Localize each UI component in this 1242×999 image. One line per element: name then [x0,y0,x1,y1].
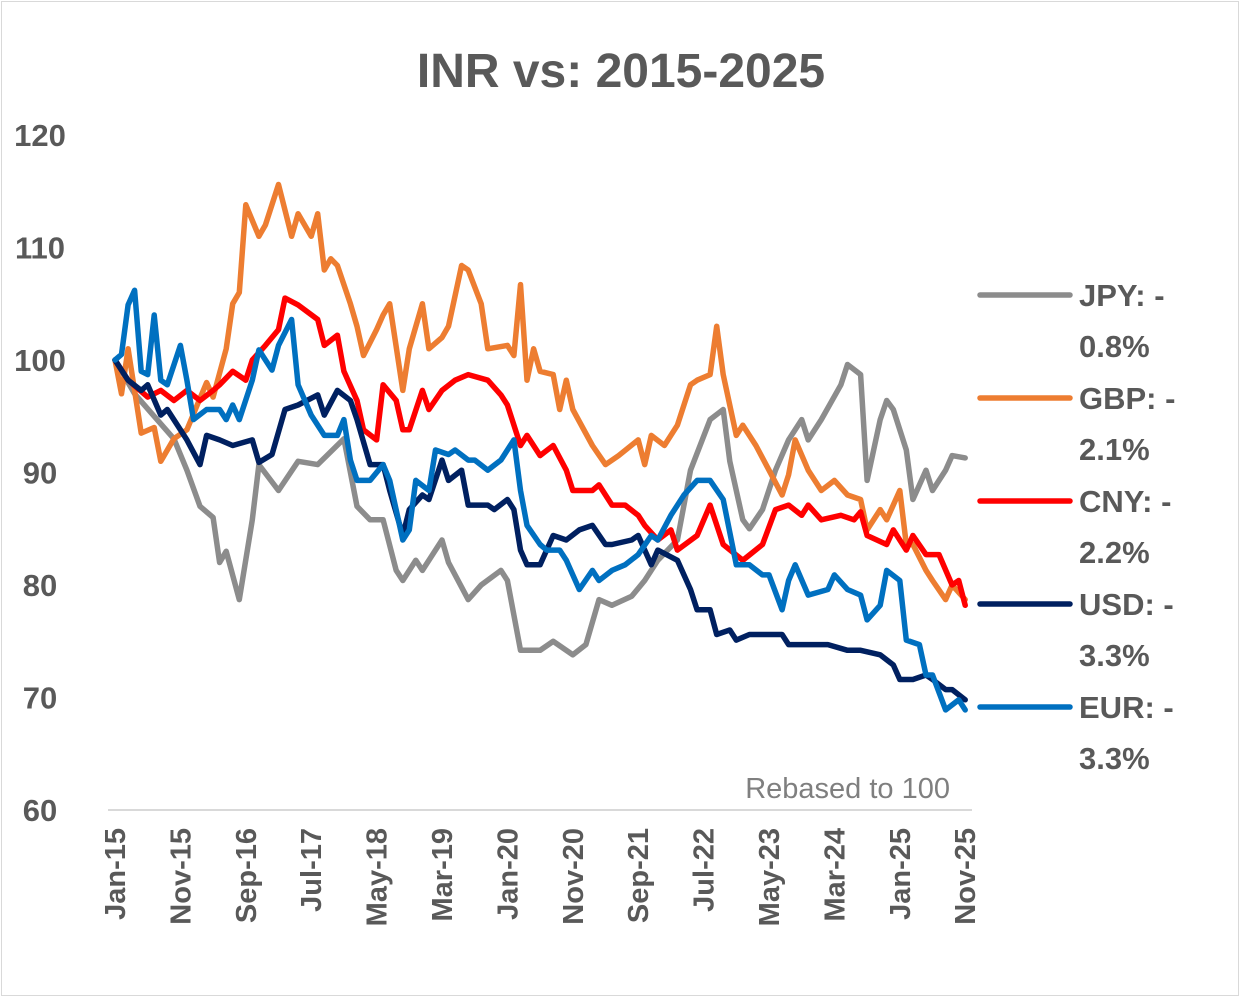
legend-label: CNY: -2.2% [1079,484,1172,570]
y-tick-label: 90 [23,456,57,491]
series-line-jpy [112,357,968,658]
series-line-eur [112,287,968,713]
x-tick-label: Jan-15 [100,828,132,920]
legend-label: GBP: -2.1% [1079,381,1176,467]
x-tick-label: Sep-16 [231,828,263,923]
y-tick-label: 120 [14,118,66,153]
x-tick-label: Mar-24 [819,828,851,922]
x-tick-label: May-18 [362,828,394,926]
x-tick-label: Jan-25 [885,828,917,920]
legend-label: USD: -3.3% [1079,587,1174,673]
x-tick-label: Nov-15 [165,828,197,925]
y-tick-label: 60 [23,793,57,828]
x-tick-label: Mar-19 [427,828,459,922]
x-tick-label: Sep-21 [623,828,655,923]
x-tick-label: Jul-17 [296,828,328,912]
series-line-cny [112,295,968,609]
legend-label: EUR: -3.3% [1079,690,1174,776]
y-tick-label: 80 [23,568,57,603]
y-tick-label: 110 [15,231,65,266]
x-tick-label: Jul-22 [689,828,721,912]
rebased-note: Rebased to 100 [745,773,950,805]
x-tick-label: Nov-20 [558,828,590,925]
y-tick-label: 100 [14,343,66,378]
legend-label: JPY: -0.8% [1079,278,1165,364]
x-tick-label: Jan-20 [492,828,524,920]
x-tick-label: May-23 [754,828,786,926]
series-line-usd [112,357,968,703]
series-line-gbp [112,181,968,603]
chart-title: INR vs: 2015-2025 [416,45,826,98]
y-tick-label: 70 [23,681,57,716]
x-tick-label: Nov-25 [950,828,982,925]
